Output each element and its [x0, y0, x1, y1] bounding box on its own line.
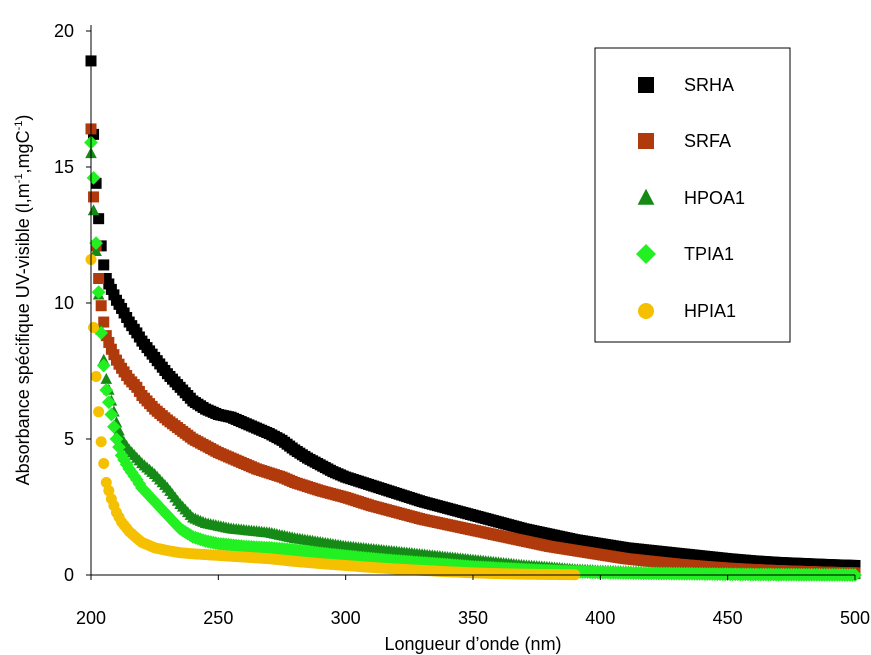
legend-item-srha: SRHA	[638, 75, 734, 95]
legend-label: SRFA	[684, 131, 731, 151]
legend-item-srfa: SRFA	[638, 131, 731, 151]
legend-box	[594, 47, 791, 343]
data-point	[95, 300, 107, 312]
y-axis-label: Absorbance spécifique UV-visible (l,m-1,…	[13, 115, 33, 486]
data-point	[117, 452, 131, 467]
data-point	[91, 285, 106, 299]
legend: SRHA SRFA HPOA1 TPIA1 HPIA1	[594, 47, 791, 343]
data-point	[103, 336, 115, 348]
x-axis-label: Longueur d’onde (nm)	[384, 634, 561, 654]
data-point	[98, 316, 110, 328]
data-point	[98, 259, 110, 271]
legend-marker	[636, 244, 656, 264]
data-point	[93, 273, 105, 285]
data-point	[90, 244, 102, 256]
legend-item-hpia1: HPIA1	[638, 301, 736, 321]
legend-label: SRHA	[684, 75, 734, 95]
data-point	[90, 177, 102, 189]
data-point	[93, 406, 105, 418]
y-tick-label: 10	[54, 293, 74, 313]
legend-item-tpia1: TPIA1	[636, 244, 734, 264]
data-point	[100, 372, 113, 384]
x-tick-label: 400	[585, 608, 615, 628]
legend-marker	[638, 77, 654, 93]
data-point	[104, 407, 119, 422]
data-point	[96, 358, 111, 373]
legend-marker	[637, 188, 655, 205]
legend-label: HPIA1	[684, 301, 736, 321]
data-point	[107, 419, 121, 434]
y-tick-label: 5	[64, 429, 74, 449]
x-tick-label: 350	[458, 608, 488, 628]
data-point	[93, 213, 105, 225]
legend-marker	[638, 133, 654, 149]
x-tick-label: 500	[840, 608, 870, 628]
data-point	[849, 559, 861, 571]
data-point	[100, 330, 112, 342]
data-point	[88, 191, 100, 203]
x-tick-label: 200	[76, 608, 106, 628]
x-tick-label: 300	[331, 608, 361, 628]
data-point	[86, 171, 101, 185]
data-point	[87, 204, 100, 216]
data-point	[101, 395, 116, 410]
y-tick-label: 20	[54, 21, 74, 41]
y-tick-label: 15	[54, 157, 74, 177]
data-point	[95, 436, 107, 448]
series-srha	[85, 55, 861, 571]
x-tick-label: 450	[713, 608, 743, 628]
data-point	[88, 321, 100, 333]
data-point	[89, 236, 103, 251]
data-point	[98, 457, 110, 469]
data-point	[99, 383, 114, 397]
data-point	[90, 370, 102, 382]
legend-label: HPOA1	[684, 188, 745, 208]
legend-item-hpoa1: HPOA1	[637, 188, 745, 208]
ticks: 200 250 300 350 400 450 500 0 5 10 15 20	[54, 21, 870, 628]
legend-marker	[638, 303, 654, 319]
legend-label: TPIA1	[684, 244, 734, 264]
y-tick-label: 0	[64, 565, 74, 585]
x-tick-label: 250	[203, 608, 233, 628]
series-hpia1	[85, 253, 581, 581]
